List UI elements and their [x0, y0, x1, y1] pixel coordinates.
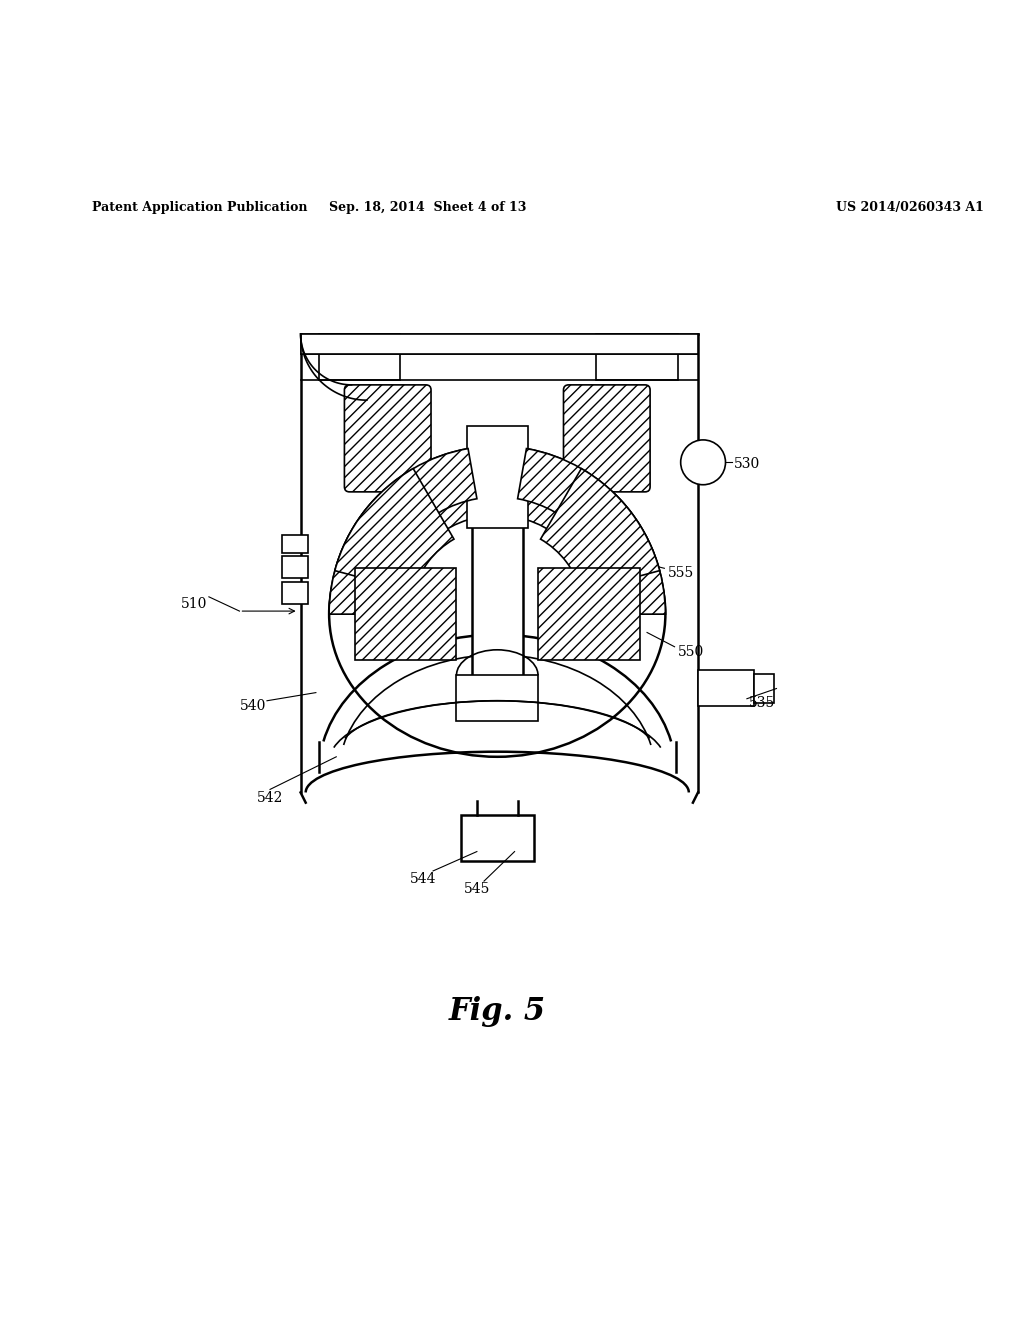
Text: US 2014/0260343 A1: US 2014/0260343 A1 — [836, 201, 983, 214]
Bar — [538, 569, 640, 660]
Bar — [301, 334, 698, 354]
FancyBboxPatch shape — [563, 385, 650, 492]
Wedge shape — [329, 446, 666, 614]
Text: 544: 544 — [410, 873, 436, 886]
Text: 542: 542 — [257, 791, 284, 805]
Wedge shape — [329, 449, 477, 614]
Text: 555: 555 — [668, 566, 693, 581]
Text: 530: 530 — [733, 457, 760, 471]
Circle shape — [681, 440, 726, 484]
Wedge shape — [517, 449, 666, 614]
Text: Sep. 18, 2014  Sheet 4 of 13: Sep. 18, 2014 Sheet 4 of 13 — [330, 201, 526, 214]
Bar — [354, 569, 457, 660]
Text: 550: 550 — [678, 645, 703, 659]
Text: Patent Application Publication: Patent Application Publication — [92, 201, 307, 214]
Bar — [318, 334, 400, 380]
Text: Fig. 5: Fig. 5 — [449, 997, 546, 1027]
Bar — [457, 676, 538, 721]
Bar — [472, 466, 522, 690]
Bar — [754, 675, 774, 702]
Text: 535: 535 — [749, 696, 775, 710]
Wedge shape — [541, 469, 659, 591]
Bar — [461, 814, 534, 861]
FancyBboxPatch shape — [344, 385, 431, 492]
Wedge shape — [335, 469, 454, 591]
Bar — [283, 582, 308, 605]
Text: 545: 545 — [464, 882, 490, 896]
Bar — [283, 535, 308, 553]
Bar — [467, 425, 527, 528]
Text: 540: 540 — [240, 698, 266, 713]
Ellipse shape — [329, 471, 666, 756]
Bar — [596, 334, 678, 380]
Bar — [283, 556, 308, 578]
Text: 510: 510 — [180, 597, 207, 611]
Bar — [698, 671, 754, 706]
